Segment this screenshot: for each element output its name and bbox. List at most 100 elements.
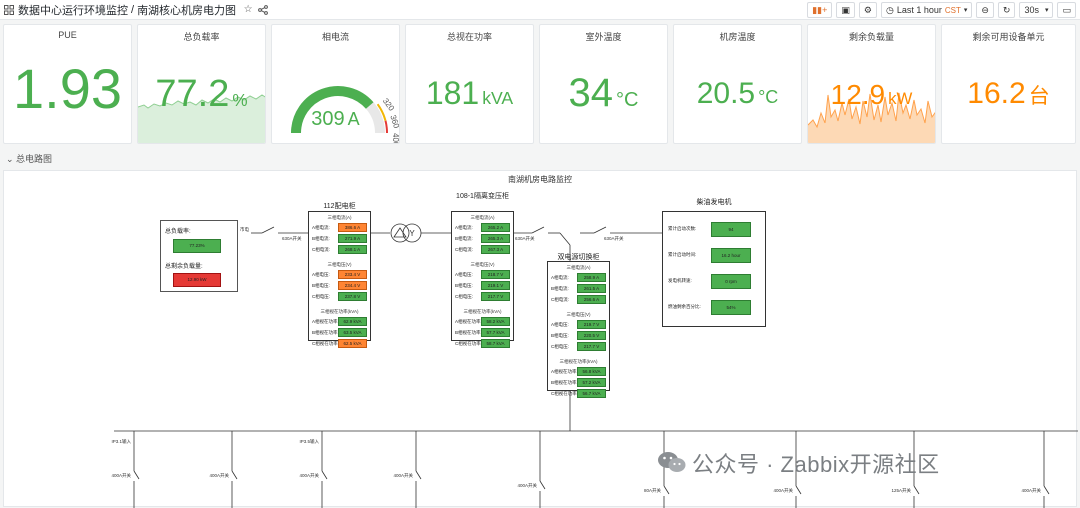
refresh-button[interactable]: ↻ <box>997 2 1016 18</box>
stat-panel-total-load[interactable]: 总负载率 77.2% <box>137 24 266 144</box>
branch-circuit <box>539 431 546 508</box>
stat-panel-outdoor-temp[interactable]: 室外温度 34 °C <box>539 24 668 144</box>
load-sparkline <box>138 94 265 143</box>
generator-title: 柴油发电机 <box>696 199 732 206</box>
gear-icon: ⚙ <box>863 4 872 15</box>
stat-panel-phase-current[interactable]: 相电流 320 360 400 309 A <box>271 24 400 144</box>
reading-value: 258.9 A <box>577 273 606 282</box>
stat-title: 剩余负载量 <box>848 32 894 42</box>
row-header[interactable]: ⌄ 总电路图 <box>6 154 53 164</box>
switch-label: 630A开关 <box>515 236 535 241</box>
total-load-value: 77.23% <box>173 239 221 253</box>
reading-label: B相电流: <box>551 286 569 291</box>
reading-label: B相电流: <box>455 236 473 241</box>
generator-value: 0 rpm <box>711 274 751 289</box>
reading-value: 58.2 kVA <box>481 317 510 326</box>
reading-label: A相电流: <box>455 225 473 230</box>
clock-icon: ◷ <box>885 4 894 15</box>
ats-title: 双电源切换柜 <box>557 254 600 261</box>
reading-value: 217.7 V <box>481 292 510 301</box>
gauge-tick-label: 400 <box>391 133 400 144</box>
branch-circuit <box>415 431 422 508</box>
reading-label: A相视在功率: <box>455 319 482 324</box>
breadcrumb-dashboard[interactable]: 南湖核心机房电力图 <box>137 4 237 17</box>
reading-label: C相电压: <box>551 344 569 349</box>
tv-mode-button[interactable]: ▭ <box>1057 2 1076 18</box>
reading-label: A相电压: <box>455 272 473 277</box>
stat-panel-remaining-load[interactable]: 剩余负载量 12.9 kW <box>807 24 936 144</box>
generator-label: 燃油剩余百分比: <box>668 304 701 309</box>
reading-value: 218.7 V <box>481 270 510 279</box>
branch-circuit <box>913 431 920 508</box>
reading-label: B相视在功率: <box>312 330 339 335</box>
stat-title: 总负载率 <box>183 32 220 42</box>
reading-label: A相电压: <box>312 272 330 277</box>
reading-value: 57.7 kVA <box>481 328 510 337</box>
diagram-title: 南湖机房电路监控 <box>508 175 572 184</box>
zoom-out-icon: ⊖ <box>981 4 989 15</box>
refresh-interval-picker[interactable]: 30s ▾ <box>1019 2 1054 18</box>
stat-panel-remaining-units[interactable]: 剩余可用设备单元 16.2 台 <box>941 24 1076 144</box>
reading-label: C相电流: <box>551 297 569 302</box>
branch-circuit <box>321 431 328 508</box>
summary-box: 总负载率: 77.23% 总剩余负载量: 12.90 kW <box>160 220 238 292</box>
generator-value: 16.2 hour <box>711 248 751 263</box>
reading-label: C相电压: <box>455 294 473 299</box>
cabinet-112: 三相电流(A) A相电流: 386.6 A B相电流: 271.9 A C相电流: 268.… <box>308 211 371 348</box>
current-gauge: 320 360 400 <box>291 86 400 144</box>
stat-title: PUE <box>58 30 77 40</box>
reading-label: C相视在功率: <box>551 391 578 396</box>
generator-box: 累计启动次数: 94 累计启动时间: 16.2 hour 发电机转速: 0 rpm 燃油剩余… <box>662 211 766 327</box>
zoom-out-button[interactable]: ⊖ <box>976 2 994 18</box>
top-bar: 数据中心运行环境监控 / 南湖核心机房电力图 ☆ ▮▮+ ▣ ⚙ ◷ Last … <box>0 0 1080 20</box>
reading-value: 62.5 kVA <box>338 339 367 348</box>
reading-label: C相视在功率: <box>312 341 339 346</box>
reading-label: A相电压: <box>551 322 569 327</box>
stat-value: 20.5 °C <box>696 77 779 110</box>
monitor-icon: ▭ <box>1062 4 1071 15</box>
section-title: 三相电流(A) <box>470 215 495 220</box>
section-title: 三相视在功率(kVA) <box>320 309 359 314</box>
reading-label: A相电流: <box>312 225 330 230</box>
star-icon[interactable]: ☆ <box>243 4 253 15</box>
save-dashboard-button[interactable]: ▣ <box>836 2 855 18</box>
stat-panel-room-temp[interactable]: 机房温度 20.5 °C <box>673 24 802 144</box>
section-title: 三相电压(V) <box>327 262 352 267</box>
settings-button[interactable]: ⚙ <box>858 2 877 18</box>
stat-title: 剩余可用设备单元 <box>972 32 1045 42</box>
section-title: 三相电流(A) <box>566 265 591 270</box>
branch-switch-label: 400A开关 <box>209 472 229 479</box>
source-label: 市电 <box>240 227 249 232</box>
breadcrumb-folder[interactable]: 数据中心运行环境监控 <box>18 4 128 17</box>
generator-label: 发电机转速: <box>668 278 692 283</box>
chevron-down-icon: ▾ <box>1044 7 1049 14</box>
reading-value: 217.7 V <box>577 342 606 351</box>
chevron-down-icon: ⌄ <box>6 154 17 164</box>
stat-panel-apparent-power[interactable]: 总视在功率 181 kVA <box>405 24 534 144</box>
branch-switch-label: 125A开关 <box>891 487 911 494</box>
timezone-label: CST <box>944 5 961 15</box>
section-title: 三相视在功率(kVA) <box>463 309 502 314</box>
branch-switch-label: 80A开关 <box>644 487 662 494</box>
generator-value: 54% <box>711 300 751 315</box>
reading-value: 57.2 kVA <box>577 378 606 387</box>
reading-label: B相视在功率: <box>551 380 578 385</box>
transformer-title: 108-1隔离变压柜 <box>456 193 509 200</box>
gauge-tick-label: 360 <box>388 114 400 130</box>
remaining-load-value: 12.90 kW <box>173 273 221 287</box>
share-icon[interactable] <box>257 4 269 16</box>
add-panel-button[interactable]: ▮▮+ <box>807 2 833 18</box>
dashboards-grid-icon[interactable] <box>3 4 15 16</box>
time-range-picker[interactable]: ◷ Last 1 hour CST ▾ <box>880 2 973 18</box>
stat-value: 181 kVA <box>425 75 514 111</box>
branch-input-label: IP3.1输入 <box>111 438 131 445</box>
reading-value: 237.8 V <box>338 292 367 301</box>
generator-value: 94 <box>711 222 751 237</box>
reading-label: B相电压: <box>551 333 569 338</box>
watermark-text: 公众号 · Zabbix开源社区 <box>692 452 940 477</box>
stat-panel-pue[interactable]: PUE 1.93 <box>3 24 132 144</box>
reading-value: 265.3 A <box>481 234 510 243</box>
stat-value: 16.2 台 <box>967 77 1050 110</box>
section-title: 三相电压(V) <box>566 312 591 317</box>
branch-switch-label: 400A开关 <box>299 472 319 479</box>
